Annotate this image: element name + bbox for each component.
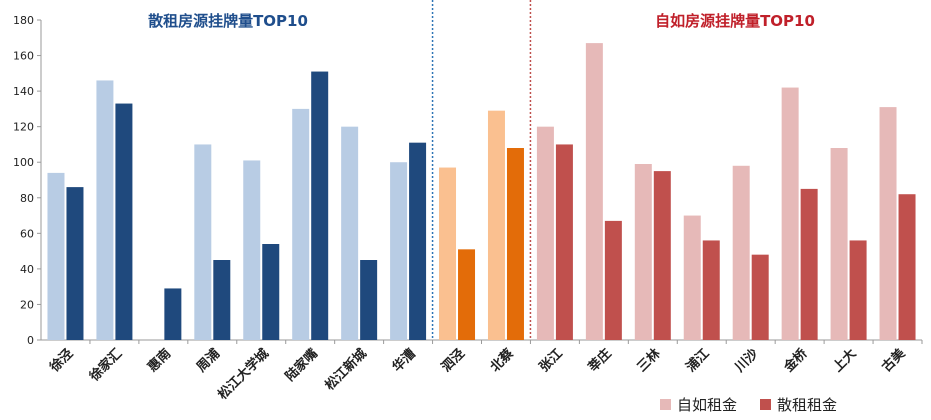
y-tick-label: 120: [13, 121, 34, 134]
bar-sanzu-12: [653, 171, 671, 340]
category-label-8: 泗泾: [438, 346, 468, 376]
category-label-1: 徐家汇: [86, 346, 126, 386]
bar-sanzu-10: [555, 144, 573, 340]
bar-sanzu-16: [849, 240, 867, 340]
bar-ziru-11: [585, 43, 603, 340]
bar-ziru-16: [830, 148, 848, 340]
bar-sanzu-11: [604, 220, 622, 340]
bar-sanzu-6: [360, 260, 378, 340]
bar-sanzu-15: [800, 188, 818, 340]
y-tick-label: 20: [20, 298, 34, 311]
y-tick-label: 180: [13, 14, 34, 27]
bars: [47, 43, 916, 341]
legend-swatch-sanzu: [760, 399, 771, 410]
bar-sanzu-4: [262, 244, 280, 340]
legend: 自如租金 散租租金: [660, 396, 837, 414]
y-tick-label: 40: [20, 263, 34, 276]
bar-ziru-1: [96, 80, 114, 340]
bar-ziru-15: [781, 87, 799, 340]
bar-ziru-4: [243, 160, 261, 340]
category-label-7: 华漕: [389, 346, 419, 376]
bar-sanzu-0: [66, 187, 84, 340]
category-label-9: 北蔡: [487, 346, 517, 376]
category-label-15: 金桥: [780, 345, 811, 376]
bar-ziru-8: [439, 167, 457, 340]
bar-sanzu-14: [751, 254, 769, 340]
bar-sanzu-8: [458, 249, 476, 340]
legend-swatch-ziru: [660, 399, 671, 410]
axes: 0 20 40 60 80 100 120 140 160 180: [13, 0, 923, 347]
bar-sanzu-5: [311, 71, 329, 341]
bar-sanzu-13: [702, 240, 720, 340]
category-label-5: 陆家嘴: [282, 346, 321, 385]
y-tick-label: 0: [27, 334, 34, 347]
bar-ziru-17: [879, 107, 897, 340]
bar-sanzu-17: [898, 194, 916, 340]
y-tick-label: 100: [13, 156, 34, 169]
category-label-3: 周浦: [193, 346, 223, 376]
bar-ziru-5: [292, 108, 310, 340]
legend-label-sanzu: 散租租金: [777, 396, 837, 414]
bar-sanzu-1: [115, 103, 133, 340]
category-label-11: 莘庄: [585, 346, 615, 376]
bar-sanzu-3: [213, 260, 231, 340]
y-tick-label: 140: [13, 85, 34, 98]
category-label-2: 惠南: [144, 346, 174, 376]
category-label-0: 徐泾: [46, 346, 76, 376]
y-tick-label: 160: [13, 50, 34, 63]
category-label-16: 上大: [830, 346, 860, 376]
category-label-17: 古美: [879, 345, 909, 375]
bar-ziru-3: [194, 144, 212, 340]
category-label-10: 张江: [536, 346, 566, 376]
category-labels: 徐泾 徐家汇 惠南 周浦松江大学城 陆家嘴 松江新城 华漕 泗泾 北蔡 张江 莘庄 三林 浦江 川沙 金桥上…: [46, 345, 909, 403]
bar-ziru-6: [341, 126, 359, 341]
bar-ziru-12: [634, 164, 652, 340]
left-group-title: 散租房源挂牌量TOP10: [148, 12, 308, 30]
bar-ziru-9: [487, 110, 505, 341]
category-label-6: 松江新城: [322, 346, 370, 394]
bar-sanzu-7: [409, 142, 427, 340]
bar-sanzu-2: [164, 288, 182, 340]
category-label-12: 三林: [634, 346, 664, 376]
bar-ziru-0: [47, 172, 65, 340]
bar-ziru-7: [390, 162, 408, 340]
right-group-title: 自如房源挂牌量TOP10: [655, 12, 815, 30]
bar-ziru-10: [536, 126, 554, 341]
category-label-4: 松江大学城: [215, 346, 272, 403]
legend-label-ziru: 自如租金: [677, 396, 737, 414]
bar-ziru-14: [732, 165, 750, 340]
bar-sanzu-9: [506, 148, 524, 340]
y-tick-label: 80: [20, 192, 34, 205]
category-label-13: 浦江: [683, 346, 713, 376]
category-label-14: 川沙: [732, 346, 762, 376]
bar-ziru-13: [683, 215, 701, 340]
y-tick-label: 60: [20, 227, 34, 240]
